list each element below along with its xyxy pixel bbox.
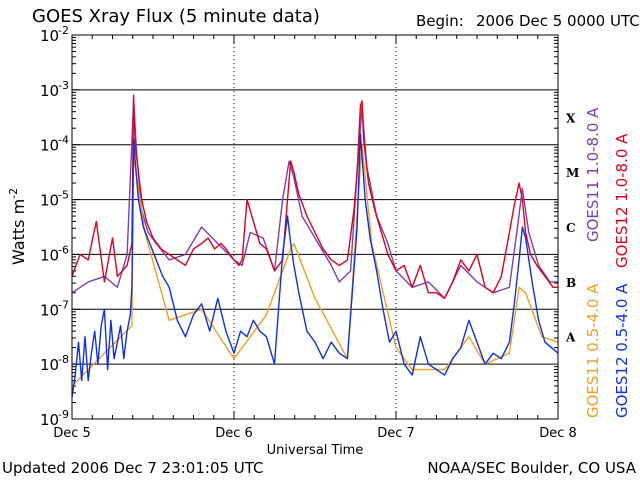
x-tick-label: Dec 5 bbox=[53, 426, 91, 441]
legend-goes12-1-0-8-0-a: GOES12 1.0-8.0 A bbox=[613, 133, 631, 268]
flare-class-label: M bbox=[566, 166, 579, 180]
y-tick-base: 10 bbox=[40, 137, 59, 155]
x-tick-label: Dec 8 bbox=[539, 426, 577, 441]
y-tick-label: 10-7 bbox=[40, 298, 69, 319]
y-tick-base: 10 bbox=[40, 82, 59, 100]
y-tick-label: 10-4 bbox=[40, 134, 69, 155]
series-goes12-0-5-4-0-a bbox=[71, 132, 559, 398]
x-tick-label: Dec 6 bbox=[215, 426, 253, 441]
y-tick-exponent: -8 bbox=[58, 353, 69, 366]
x-axis-label: Universal Time bbox=[267, 443, 364, 458]
y-tick-exponent: -2 bbox=[58, 24, 69, 37]
updated-timestamp: Updated 2006 Dec 7 23:01:05 UTC bbox=[2, 459, 264, 477]
chart-title: GOES Xray Flux (5 minute data) bbox=[32, 6, 320, 27]
x-tick-label: Dec 7 bbox=[377, 426, 415, 441]
y-tick-base: 10 bbox=[40, 27, 59, 45]
y-tick-exponent: -7 bbox=[58, 298, 69, 311]
y-tick-exponent: -6 bbox=[58, 243, 69, 256]
flare-class-label: B bbox=[566, 276, 576, 290]
y-tick-base: 10 bbox=[40, 192, 59, 210]
flare-class-label: X bbox=[566, 111, 576, 125]
y-tick-exponent: -5 bbox=[58, 189, 69, 202]
grid-layer bbox=[72, 35, 558, 419]
flare-class-label: A bbox=[565, 331, 576, 345]
y-tick-base: 10 bbox=[40, 356, 59, 374]
legend-goes12-0-5-4-0-a: GOES12 0.5-4.0 A bbox=[613, 283, 631, 418]
y-axis-label: Watts m-2 bbox=[7, 188, 28, 265]
y-tick-label: 10-5 bbox=[40, 189, 69, 210]
y-tick-base: 10 bbox=[40, 301, 59, 319]
plot-frame bbox=[71, 34, 559, 420]
series-goes12-1-0-8-0-a bbox=[71, 94, 558, 299]
y-tick-label: 10-8 bbox=[40, 353, 69, 374]
tick-layer bbox=[71, 34, 559, 420]
y-tick-label: 10-3 bbox=[40, 79, 69, 100]
series-goes11-0-5-4-0-a bbox=[71, 143, 559, 387]
y-tick-base: 10 bbox=[40, 411, 59, 429]
credit-line: NOAA/SEC Boulder, CO USA bbox=[427, 459, 636, 477]
y-tick-label: 10-6 bbox=[40, 243, 69, 264]
series-layer bbox=[71, 94, 559, 398]
y-tick-label: 10-2 bbox=[40, 24, 69, 45]
legend-goes11-1-0-8-0-a: GOES11 1.0-8.0 A bbox=[584, 107, 602, 242]
flare-class-label: C bbox=[566, 221, 576, 235]
y-tick-exponent: -9 bbox=[58, 408, 69, 421]
y-tick-exponent: -3 bbox=[58, 79, 69, 92]
legend-goes11-0-5-4-0-a: GOES11 0.5-4.0 A bbox=[584, 283, 602, 418]
y-tick-base: 10 bbox=[40, 246, 59, 264]
begin-time: 2006 Dec 5 0000 UTC bbox=[476, 12, 640, 30]
y-tick-label: 10-9 bbox=[40, 408, 69, 429]
begin-label: Begin: bbox=[416, 12, 464, 30]
y-tick-exponent: -4 bbox=[58, 134, 69, 147]
